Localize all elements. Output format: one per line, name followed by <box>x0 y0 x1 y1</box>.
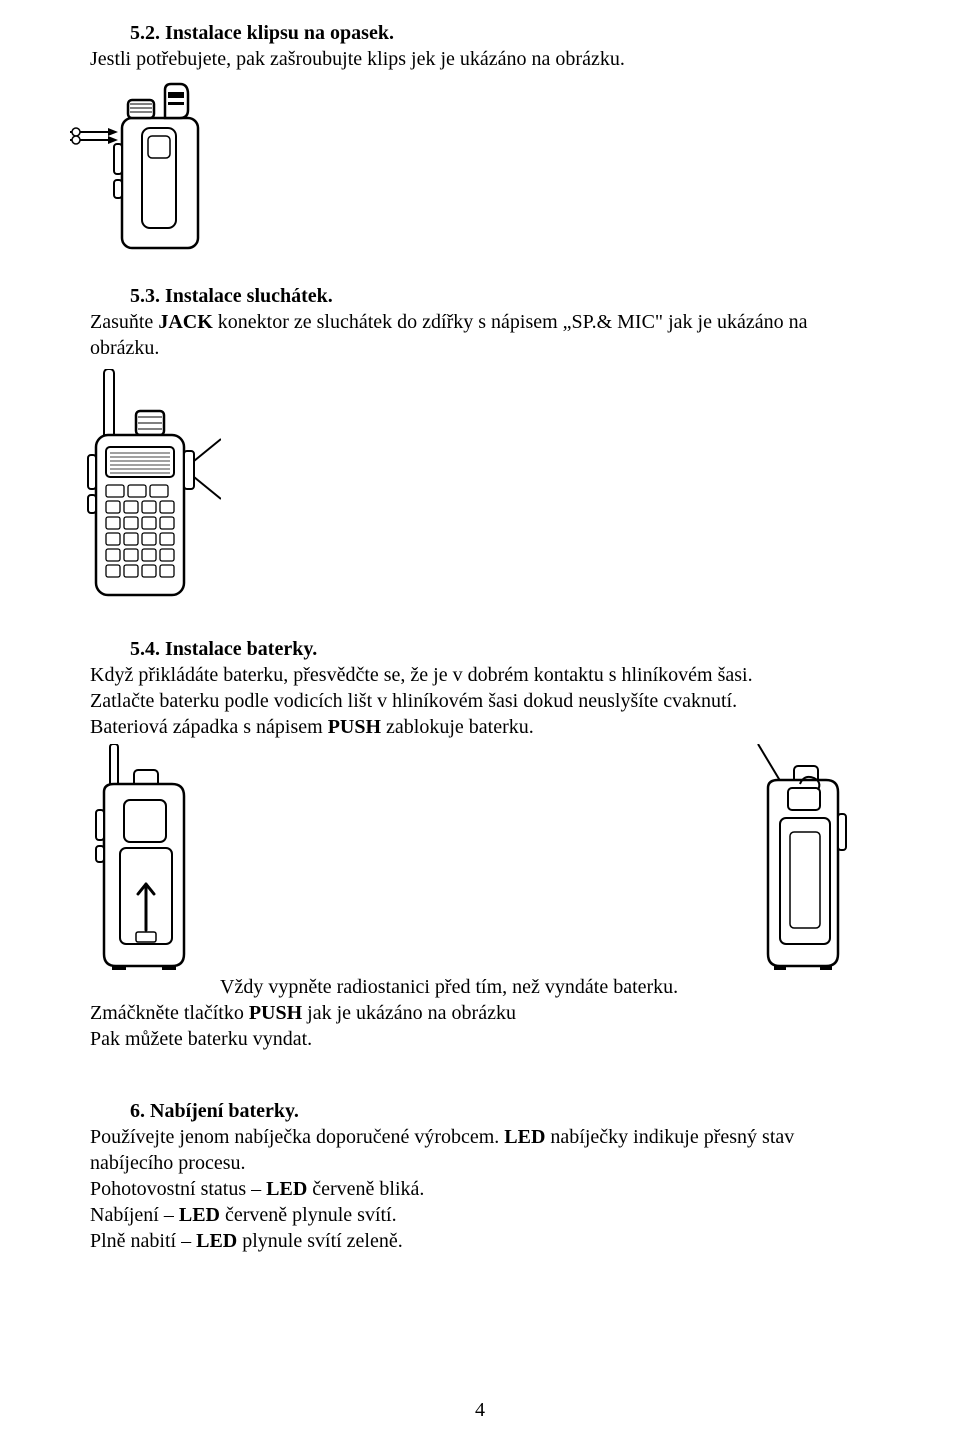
body-6-l3: Nabíjení – LED červeně plynule svítí. <box>90 1202 870 1228</box>
body-6-l4: Plně nabití – LED plynule svítí zeleně. <box>90 1228 870 1254</box>
illustration-battery-remove <box>740 744 850 972</box>
body-5-2: Jestli potřebujete, pak zašroubujte klip… <box>90 46 870 72</box>
illustration-battery-insert <box>76 744 216 972</box>
body-6-l1: Používejte jenom nabíječka doporučené vý… <box>90 1124 870 1176</box>
body-5-4-l2: Zatlačte baterku podle vodicích lišt v h… <box>90 688 870 714</box>
illustration-belt-clip <box>70 80 870 265</box>
illustration-headset <box>66 369 870 614</box>
heading-6: 6. Nabíjení baterky. <box>90 1098 870 1124</box>
body-5-3: Zasuňte JACK konektor ze sluchátek do zd… <box>90 309 870 361</box>
body-6-l2: Pohotovostní status – LED červeně bliká. <box>90 1176 870 1202</box>
page-number: 4 <box>0 1399 960 1422</box>
body-5-4-l1: Když přikládáte baterku, přesvědčte se, … <box>90 662 870 688</box>
document-page: 5.2. Instalace klipsu na opasek. Jestli … <box>0 0 960 1452</box>
body-5-4-l3: Bateriová západka s nápisem PUSH zabloku… <box>90 714 870 740</box>
body-5-4-removal1: Vždy vypněte radiostanici před tím, než … <box>90 974 870 1000</box>
heading-5-3: 5.3. Instalace sluchátek. <box>90 283 870 309</box>
body-5-4-removal3: Pak můžete baterku vyndat. <box>90 1026 870 1052</box>
heading-5-2: 5.2. Instalace klipsu na opasek. <box>90 20 870 46</box>
heading-5-4: 5.4. Instalace baterky. <box>90 636 870 662</box>
body-5-4-removal2: Zmáčkněte tlačítko PUSH jak je ukázáno n… <box>90 1000 870 1026</box>
